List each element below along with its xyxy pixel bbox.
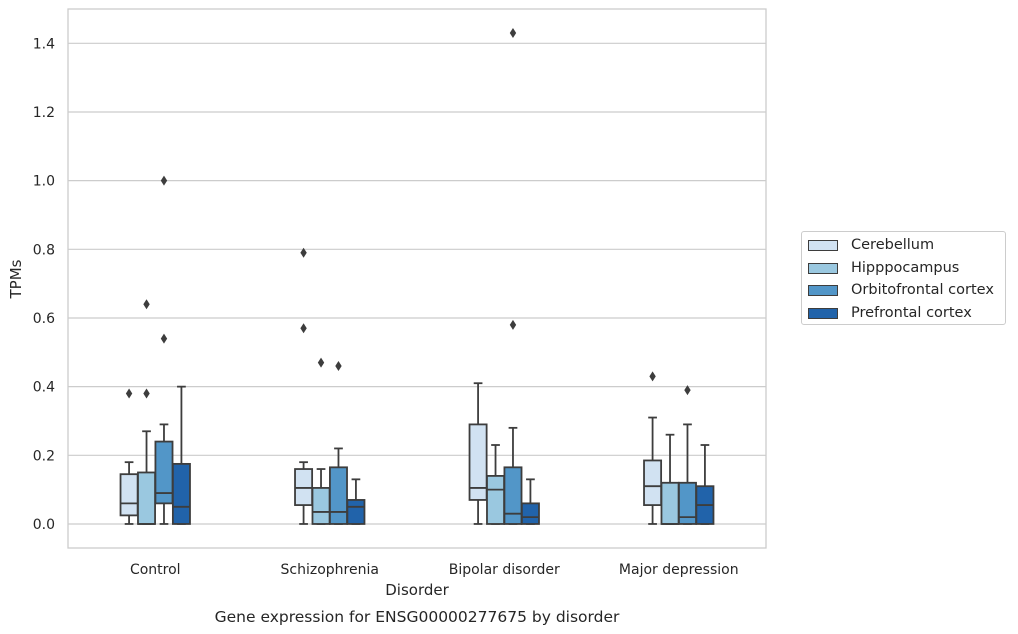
- legend-swatch: [808, 262, 838, 274]
- y-tick-label: 1.2: [33, 105, 55, 121]
- outlier-point: [300, 247, 307, 258]
- y-tick-label: 0.2: [33, 448, 55, 464]
- legend: Cerebellum Hipppocampus Orbitofrontal co…: [801, 231, 1006, 325]
- box-body: [346, 499, 366, 525]
- y-axis-label: TPMs: [7, 259, 25, 299]
- box-body: [119, 473, 139, 517]
- legend-swatch: [808, 284, 838, 296]
- x-tick-label: Bipolar disorder: [449, 562, 560, 578]
- box-4: [346, 478, 366, 525]
- box-body: [171, 462, 191, 525]
- x-tick-label: Control: [130, 562, 181, 578]
- outlier-point: [509, 28, 517, 39]
- outlier-point: [300, 323, 307, 334]
- x-axis-label: Disorder: [385, 581, 449, 599]
- box-body: [503, 466, 523, 525]
- box-body: [468, 423, 488, 501]
- outlier-point: [649, 371, 656, 382]
- legend-label: Prefrontal cortex: [851, 305, 972, 321]
- legend-item-prefrontal-cortex: Prefrontal cortex: [808, 303, 972, 323]
- x-tick-label: Major depression: [619, 562, 739, 578]
- y-tick-label: 0.0: [33, 517, 55, 533]
- legend-item-hippocampus: Hipppocampus: [808, 258, 959, 278]
- y-tick-label: 0.8: [33, 242, 55, 258]
- x-tick-labels: Control Schizophrenia Bipolar disorder Majo…: [130, 562, 739, 578]
- box-3: [503, 28, 523, 525]
- box-1: [643, 371, 663, 525]
- box-4: [520, 478, 540, 525]
- outlier-point: [143, 388, 150, 399]
- box-2: [137, 299, 156, 525]
- y-tick-labels: 0.0 0.2 0.4 0.6 0.8 1.0 1.2 1.4: [33, 36, 55, 533]
- legend-label: Hipppocampus: [851, 260, 960, 276]
- box-body: [486, 475, 505, 525]
- box-2: [311, 357, 331, 525]
- box-3: [154, 175, 174, 525]
- outlier-point: [160, 175, 168, 186]
- box-3: [329, 361, 348, 525]
- box-3: [678, 385, 697, 525]
- box-1: [119, 388, 139, 525]
- box-body: [311, 487, 331, 525]
- outlier-point: [317, 357, 325, 368]
- y-tick-label: 1.0: [33, 174, 55, 190]
- chart-title: Gene expression for ENSG00000277675 by d…: [215, 608, 620, 626]
- y-tick-label: 1.4: [33, 36, 55, 52]
- box-1: [294, 247, 314, 525]
- legend-item-orbitofrontal-cortex: Orbitofrontal cortex: [808, 280, 994, 300]
- box-body: [643, 459, 663, 506]
- box-body: [154, 440, 174, 505]
- plot-area-frame: [67, 8, 767, 549]
- outlier-point: [684, 385, 691, 396]
- outlier-point: [509, 319, 517, 330]
- outlier-point: [143, 299, 150, 310]
- box-body: [660, 481, 680, 525]
- legend-item-cerebellum: Cerebellum: [808, 235, 934, 255]
- outlier-point: [125, 388, 133, 399]
- box-2: [486, 444, 505, 525]
- legend-swatch: [808, 239, 838, 251]
- box-1: [468, 382, 488, 525]
- outlier-point: [335, 361, 342, 372]
- box-4: [695, 444, 715, 525]
- legend-swatch: [808, 307, 838, 319]
- box-body: [329, 466, 348, 525]
- outlier-point: [160, 333, 168, 344]
- x-tick-label: Schizophrenia: [281, 562, 379, 578]
- legend-label: Cerebellum: [851, 237, 935, 253]
- legend-label: Orbitofrontal cortex: [851, 282, 994, 298]
- box-body: [137, 471, 156, 525]
- box-4: [171, 385, 191, 525]
- box-body: [520, 502, 540, 525]
- boxes: [119, 28, 715, 525]
- y-tick-label: 0.4: [33, 380, 55, 396]
- y-tick-label: 0.6: [33, 311, 55, 327]
- box-2: [660, 433, 680, 525]
